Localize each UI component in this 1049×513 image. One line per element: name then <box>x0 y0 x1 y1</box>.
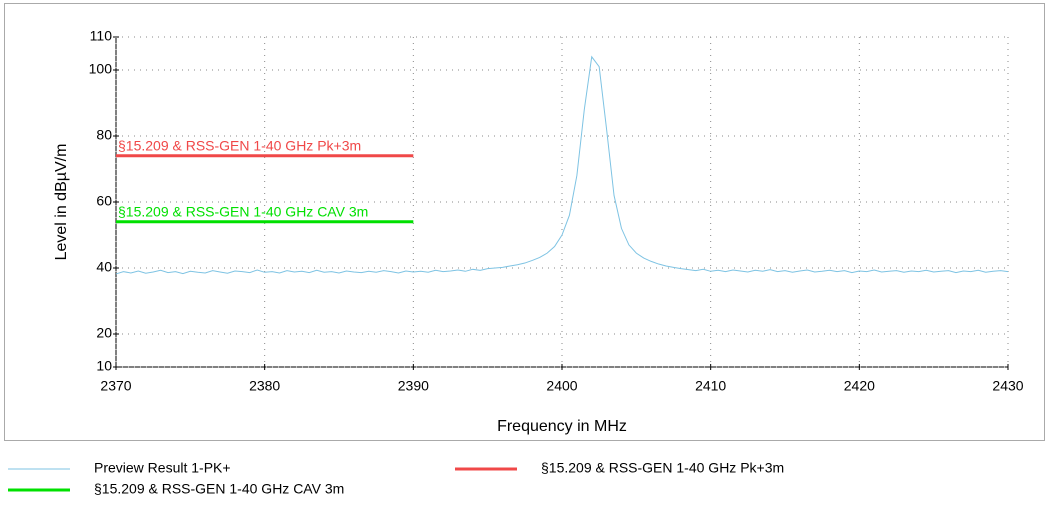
y-axis-label: Level in dBµV/m <box>53 144 70 261</box>
x-tick-label: 2370 <box>100 378 131 394</box>
y-tick-label: 60 <box>96 193 112 209</box>
legend-label: Preview Result 1-PK+ <box>94 460 231 476</box>
chart-frame <box>4 3 1045 441</box>
limit-label: §15.209 & RSS-GEN 1-40 GHz CAV 3m <box>118 204 368 220</box>
y-tick-label: 20 <box>96 325 112 341</box>
x-axis-label: Frequency in MHz <box>497 418 627 435</box>
legend-label: §15.209 & RSS-GEN 1-40 GHz CAV 3m <box>94 481 344 497</box>
y-tick-label: 100 <box>89 61 113 77</box>
x-tick-label: 2380 <box>249 378 280 394</box>
y-tick-label: 10 <box>96 358 112 374</box>
x-tick-label: 2410 <box>695 378 726 394</box>
x-tick-label: 2430 <box>992 378 1023 394</box>
x-tick-label: 2420 <box>844 378 875 394</box>
x-tick-label: 2390 <box>398 378 429 394</box>
limit-label: §15.209 & RSS-GEN 1-40 GHz Pk+3m <box>118 138 361 154</box>
x-tick-label: 2400 <box>546 378 577 394</box>
y-tick-label: 80 <box>96 127 112 143</box>
y-tick-label: 110 <box>90 28 113 44</box>
y-tick-label: 40 <box>96 259 112 275</box>
legend-label: §15.209 & RSS-GEN 1-40 GHz Pk+3m <box>541 460 784 476</box>
series-line <box>115 55 1009 275</box>
